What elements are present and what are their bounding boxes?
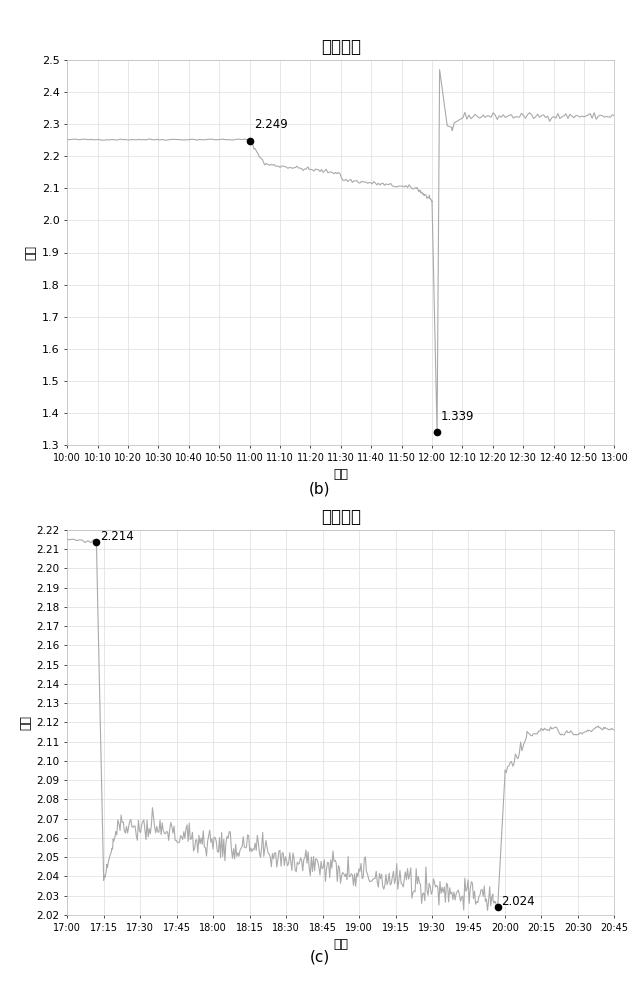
Y-axis label: 电压: 电压 <box>24 245 38 260</box>
Text: 2.249: 2.249 <box>254 118 288 131</box>
Text: (b): (b) <box>309 481 331 496</box>
Text: 2.024: 2.024 <box>501 895 535 908</box>
Title: 放电区间: 放电区间 <box>321 508 361 526</box>
Text: 1.339: 1.339 <box>441 410 474 423</box>
Text: 2.214: 2.214 <box>100 530 134 543</box>
Title: 放电区间: 放电区间 <box>321 38 361 56</box>
X-axis label: 时间: 时间 <box>333 468 348 481</box>
Y-axis label: 电压: 电压 <box>19 715 32 730</box>
Text: (c): (c) <box>310 950 330 965</box>
X-axis label: 时间: 时间 <box>333 938 348 951</box>
